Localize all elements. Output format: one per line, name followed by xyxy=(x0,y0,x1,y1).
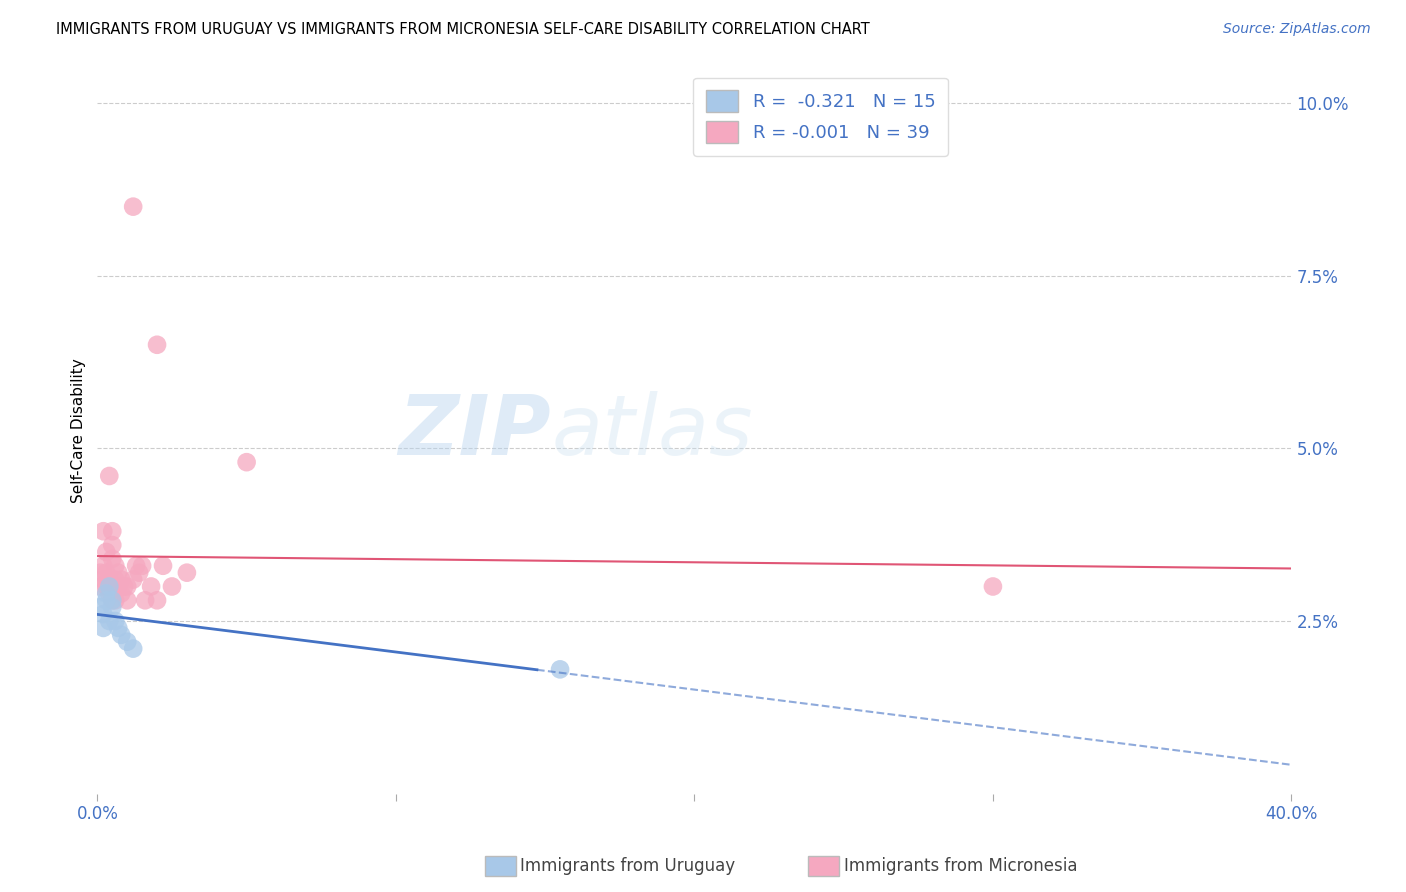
Point xyxy=(98,614,121,628)
Point xyxy=(101,579,124,593)
Point xyxy=(96,586,118,600)
Point xyxy=(98,573,121,587)
Point xyxy=(89,600,111,615)
Point xyxy=(128,566,150,580)
Y-axis label: Self-Care Disability: Self-Care Disability xyxy=(72,359,86,503)
Point xyxy=(110,586,132,600)
Point xyxy=(98,469,121,483)
Point xyxy=(110,573,132,587)
Point xyxy=(104,593,127,607)
Point xyxy=(110,628,132,642)
Point xyxy=(122,200,145,214)
Point xyxy=(122,573,145,587)
Point xyxy=(101,524,124,539)
Point xyxy=(91,524,114,539)
Point xyxy=(134,593,156,607)
Point xyxy=(96,593,118,607)
Point xyxy=(107,621,129,635)
Point xyxy=(115,634,138,648)
Text: IMMIGRANTS FROM URUGUAY VS IMMIGRANTS FROM MICRONESIA SELF-CARE DISABILITY CORRE: IMMIGRANTS FROM URUGUAY VS IMMIGRANTS FR… xyxy=(56,22,870,37)
Point xyxy=(101,593,124,607)
Point xyxy=(91,621,114,635)
Point xyxy=(112,579,135,593)
Point xyxy=(98,579,121,593)
Point xyxy=(89,566,111,580)
Point xyxy=(91,607,114,621)
Point xyxy=(96,579,118,593)
Point xyxy=(101,593,124,607)
Point xyxy=(101,538,124,552)
Point xyxy=(101,552,124,566)
Legend: R =  -0.321   N = 15, R = -0.001   N = 39: R = -0.321 N = 15, R = -0.001 N = 39 xyxy=(693,78,948,156)
Point xyxy=(107,566,129,580)
Point xyxy=(176,566,198,580)
Point xyxy=(91,573,114,587)
Point xyxy=(981,579,1004,593)
Point xyxy=(101,600,124,615)
Point xyxy=(160,579,183,593)
Point xyxy=(152,558,174,573)
Point xyxy=(96,545,118,559)
Point xyxy=(115,579,138,593)
Point xyxy=(96,566,118,580)
Text: Source: ZipAtlas.com: Source: ZipAtlas.com xyxy=(1223,22,1371,37)
Point xyxy=(104,558,127,573)
Point xyxy=(139,579,162,593)
Text: atlas: atlas xyxy=(551,391,752,472)
Point xyxy=(235,455,257,469)
Point xyxy=(104,573,127,587)
Point xyxy=(91,558,114,573)
Point xyxy=(89,579,111,593)
Point xyxy=(122,641,145,656)
Point xyxy=(548,662,571,676)
Text: ZIP: ZIP xyxy=(398,391,551,472)
Point xyxy=(146,593,169,607)
Point xyxy=(115,593,138,607)
Point xyxy=(107,579,129,593)
Point xyxy=(146,338,169,352)
Point xyxy=(131,558,153,573)
Point xyxy=(125,558,148,573)
Text: Immigrants from Micronesia: Immigrants from Micronesia xyxy=(844,857,1077,875)
Text: Immigrants from Uruguay: Immigrants from Uruguay xyxy=(520,857,735,875)
Point xyxy=(104,614,127,628)
Point xyxy=(98,586,121,600)
